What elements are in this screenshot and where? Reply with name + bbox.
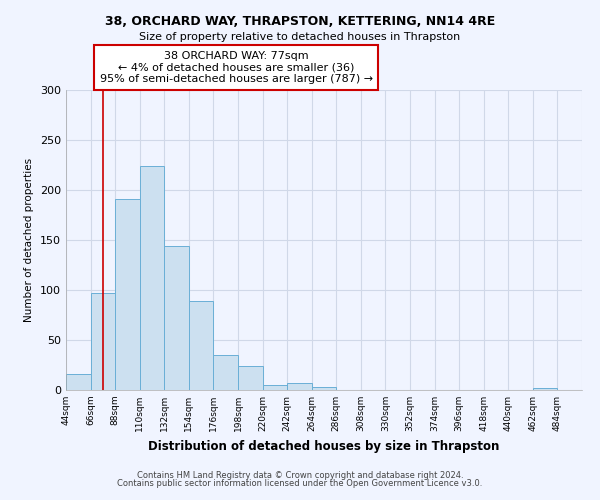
Text: 38, ORCHARD WAY, THRAPSTON, KETTERING, NN14 4RE: 38, ORCHARD WAY, THRAPSTON, KETTERING, N… xyxy=(105,15,495,28)
Bar xyxy=(164,246,189,390)
Bar xyxy=(115,199,140,390)
Bar xyxy=(66,374,91,390)
Bar xyxy=(189,301,214,390)
Bar xyxy=(140,166,164,390)
Bar xyxy=(287,383,312,390)
Bar xyxy=(312,387,336,390)
Bar xyxy=(533,388,557,390)
Bar xyxy=(238,366,263,390)
Bar xyxy=(214,355,238,390)
Y-axis label: Number of detached properties: Number of detached properties xyxy=(25,158,34,322)
X-axis label: Distribution of detached houses by size in Thrapston: Distribution of detached houses by size … xyxy=(148,440,500,452)
Bar xyxy=(91,293,115,390)
Text: Contains public sector information licensed under the Open Government Licence v3: Contains public sector information licen… xyxy=(118,478,482,488)
Text: Contains HM Land Registry data © Crown copyright and database right 2024.: Contains HM Land Registry data © Crown c… xyxy=(137,471,463,480)
Text: Size of property relative to detached houses in Thrapston: Size of property relative to detached ho… xyxy=(139,32,461,42)
Bar xyxy=(263,385,287,390)
Text: 38 ORCHARD WAY: 77sqm
← 4% of detached houses are smaller (36)
95% of semi-detac: 38 ORCHARD WAY: 77sqm ← 4% of detached h… xyxy=(100,51,373,84)
